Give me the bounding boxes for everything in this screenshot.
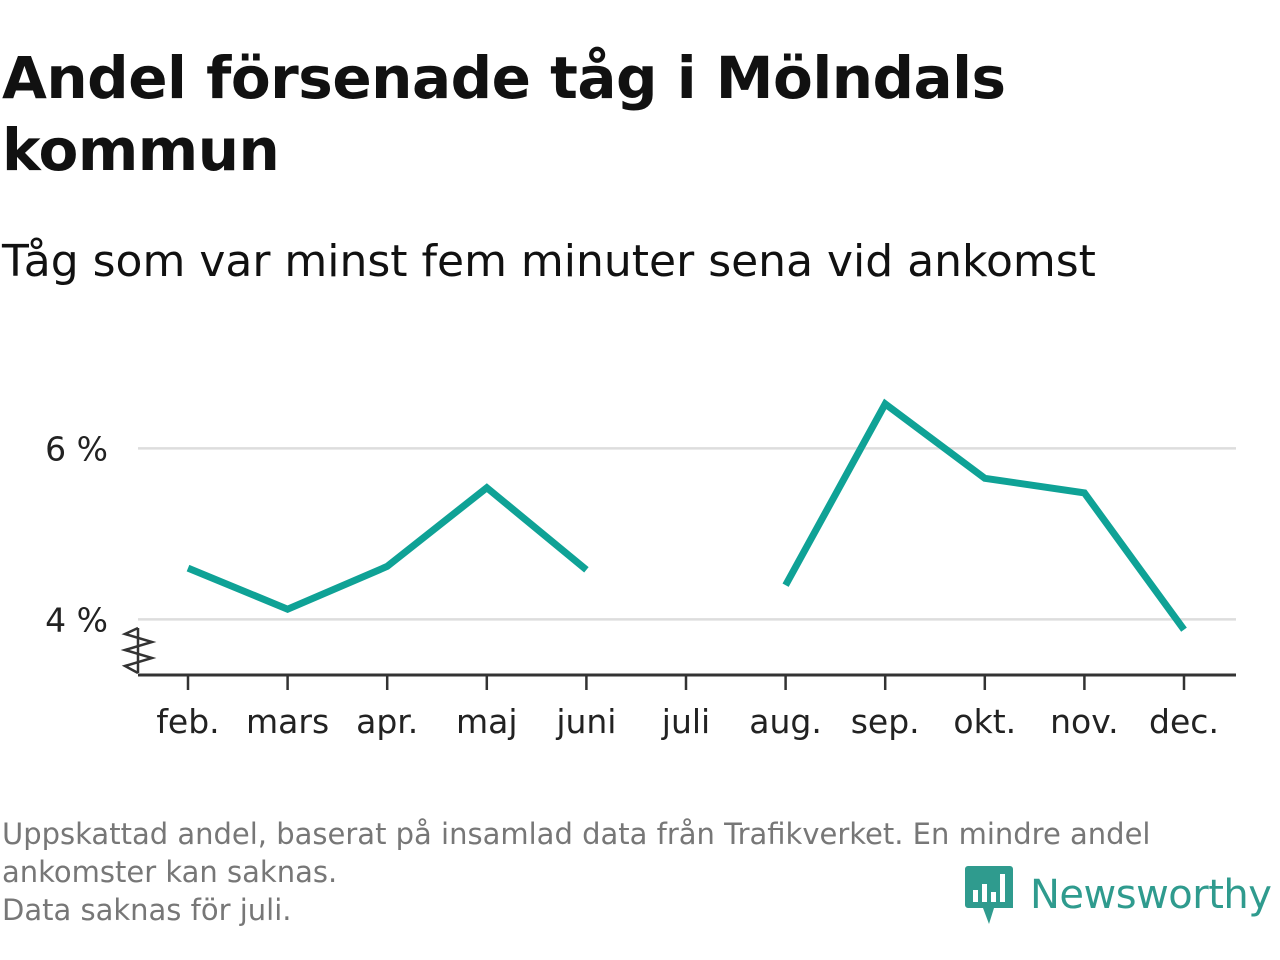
x-tick-label: dec.: [1149, 702, 1219, 741]
x-axis-ticks: feb. mars apr. maj juni juli aug. sep. okt. nov. d…: [156, 675, 1219, 741]
y-tick-label: 6 %: [45, 429, 108, 468]
x-tick-label: mars: [246, 702, 329, 741]
y-tick-label: 4 %: [45, 600, 108, 639]
series-lines: [186, 398, 1187, 632]
x-tick-label: juli: [661, 702, 710, 741]
y-axis-break: [120, 626, 157, 675]
x-tick-label: maj: [456, 702, 518, 741]
chart-subtitle: Tåg som var minst fem minuter sena vid a…: [2, 236, 1096, 287]
x-tick-label: sep.: [851, 702, 920, 741]
x-tick-label: feb.: [156, 702, 219, 741]
brand: Newsworthy: [964, 862, 1272, 928]
series-line-segment-2: [782, 398, 1187, 632]
x-tick-label: apr.: [356, 702, 418, 741]
x-tick-label: okt.: [953, 702, 1016, 741]
newsworthy-logo-icon: [965, 866, 1013, 924]
series-line-segment-1: [186, 483, 589, 613]
x-tick-label: juni: [555, 702, 616, 741]
footnote-line-3: Data saknas för juli.: [2, 893, 292, 927]
x-tick-label: aug.: [749, 702, 822, 741]
gridlines: [138, 447, 1236, 621]
chart-title: Andel försenade tåg i Mölndals kommun: [2, 44, 1006, 184]
x-tick-label: nov.: [1050, 702, 1119, 741]
line-chart: 4 % 6 % feb. mars apr. maj juni juli aug. sep. ok…: [45, 398, 1236, 741]
footnote-line-1: Uppskattad andel, baserat på insamlad da…: [2, 817, 1151, 851]
footnote-line-2: ankomster kan saknas.: [2, 855, 338, 889]
x-axis: [120, 626, 1236, 677]
footnote: Uppskattad andel, baserat på insamlad da…: [2, 815, 1272, 929]
y-axis-ticks: 4 % 6 %: [45, 429, 108, 639]
brand-name: Newsworthy: [1030, 872, 1272, 918]
